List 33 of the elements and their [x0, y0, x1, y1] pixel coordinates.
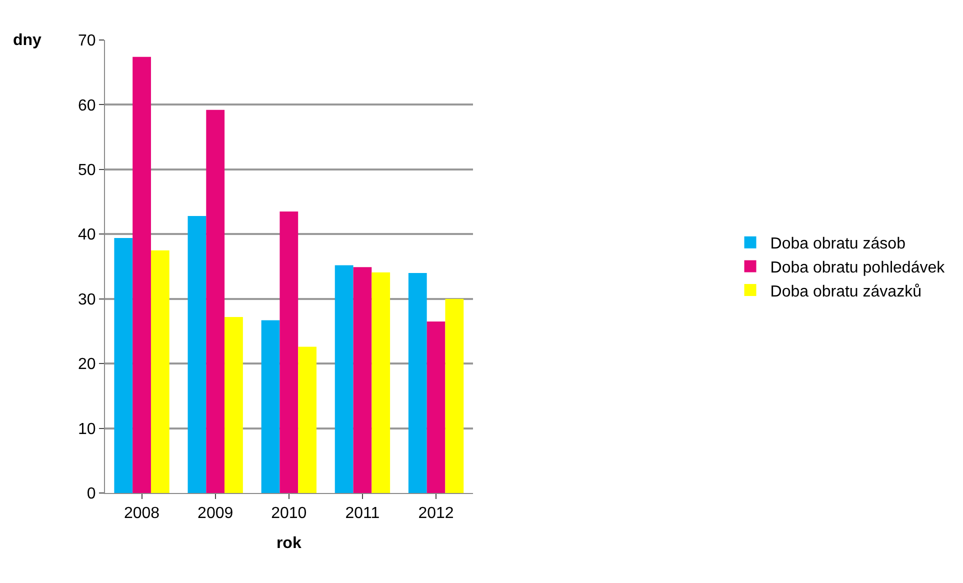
y-tick-label: 50	[78, 162, 96, 180]
bar	[426, 322, 446, 493]
y-axis-title: dny	[13, 32, 42, 49]
legend-label: Doba obratu pohledávek	[770, 259, 946, 276]
x-tick-label: 2010	[271, 505, 307, 522]
bar	[334, 265, 354, 493]
x-tick-label: 2008	[124, 505, 160, 522]
y-tick-label: 40	[78, 226, 96, 244]
legend-label: Doba obratu závazků	[770, 283, 922, 300]
y-tick-label: 0	[86, 486, 96, 503]
bar	[372, 272, 390, 493]
bar	[280, 211, 298, 493]
bar	[132, 56, 151, 493]
bar	[445, 298, 464, 493]
y-tick-label: 60	[78, 97, 96, 114]
legend-label: Doba obratu zásob	[770, 236, 906, 253]
y-tick-label: 70	[78, 32, 96, 50]
x-tick-label: 2011	[345, 505, 380, 522]
x-tick-label: 2012	[418, 505, 454, 522]
bar	[224, 316, 243, 493]
y-tick-label: 10	[78, 420, 96, 438]
y-tick-label: 20	[78, 356, 96, 374]
bar	[206, 110, 225, 493]
y-tick-label: 30	[78, 291, 96, 308]
bar	[408, 272, 427, 493]
bar	[188, 216, 206, 493]
bar	[298, 346, 316, 493]
x-tick-label: 2009	[198, 505, 234, 522]
bar	[150, 250, 170, 493]
bar	[114, 238, 133, 493]
bar	[353, 267, 372, 493]
x-axis-title: rok	[276, 534, 302, 552]
bar	[261, 320, 280, 493]
